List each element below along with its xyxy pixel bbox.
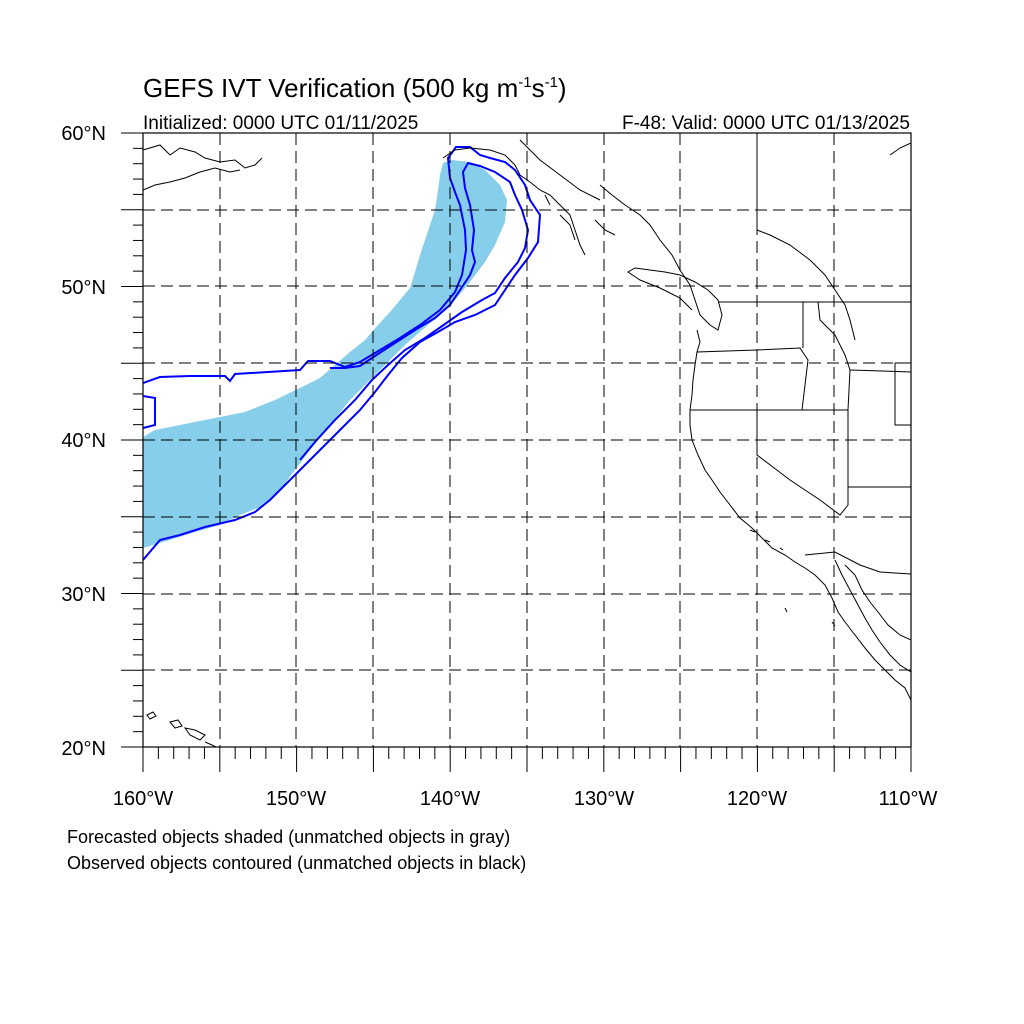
baja-coast (834, 559, 911, 673)
lat-label-60: 60°N (61, 123, 106, 145)
graticule (143, 133, 911, 747)
ut-az-border (848, 362, 911, 488)
mexico-border (804, 551, 911, 575)
lat-label-50: 50°N (61, 277, 106, 299)
idaho-montana-border (849, 369, 911, 373)
lat-label-30: 30°N (61, 584, 106, 606)
map-area (143, 133, 911, 747)
alaska-canada-border (519, 133, 856, 341)
lat-label-20: 20°N (61, 738, 106, 760)
valid-label: F-48: Valid: 0000 UTC 01/13/2025 (622, 113, 910, 134)
alaska-coast (143, 142, 911, 191)
ca-or-nv-border (690, 409, 849, 516)
hawaii-islands (146, 711, 218, 747)
legend-forecast-note: Forecasted objects shaded (unmatched obj… (67, 827, 510, 847)
channel-islands (749, 529, 836, 627)
bc-coast (599, 184, 723, 331)
observed-ivt-contour (143, 146, 542, 561)
axis-ticks (121, 132, 912, 772)
initialized-label: Initialized: 0000 UTC 01/11/2025 (143, 113, 418, 134)
lon-label-160w: 160°W (113, 788, 173, 810)
coastlines (143, 142, 911, 747)
forecast-ivt-object (143, 160, 507, 548)
lon-label-130w: 130°W (574, 788, 634, 810)
lon-labels: 160°W 150°W 140°W 130°W 120°W 110°W (113, 788, 938, 810)
lat-labels: 20°N 30°N 40°N 50°N 60°N (61, 123, 106, 760)
us-west-coast (689, 329, 911, 701)
lat-label-40: 40°N (61, 430, 106, 452)
lon-label-140w: 140°W (420, 788, 480, 810)
legend-observed-note: Observed objects contoured (unmatched ob… (67, 853, 526, 873)
observed-ivt-contour-west (143, 395, 156, 429)
observed-ivt-contour-inner (299, 161, 530, 461)
lon-label-150w: 150°W (266, 788, 326, 810)
political-borders (519, 133, 911, 575)
map-title: GEFS IVT Verification (500 kg m-1s-1) (143, 73, 567, 103)
lon-label-120w: 120°W (727, 788, 787, 810)
lon-label-110w: 110°W (879, 788, 938, 810)
washington-idaho-border (802, 301, 851, 411)
alaska-panhandle-coast (442, 147, 616, 256)
oregon-border (696, 347, 809, 411)
